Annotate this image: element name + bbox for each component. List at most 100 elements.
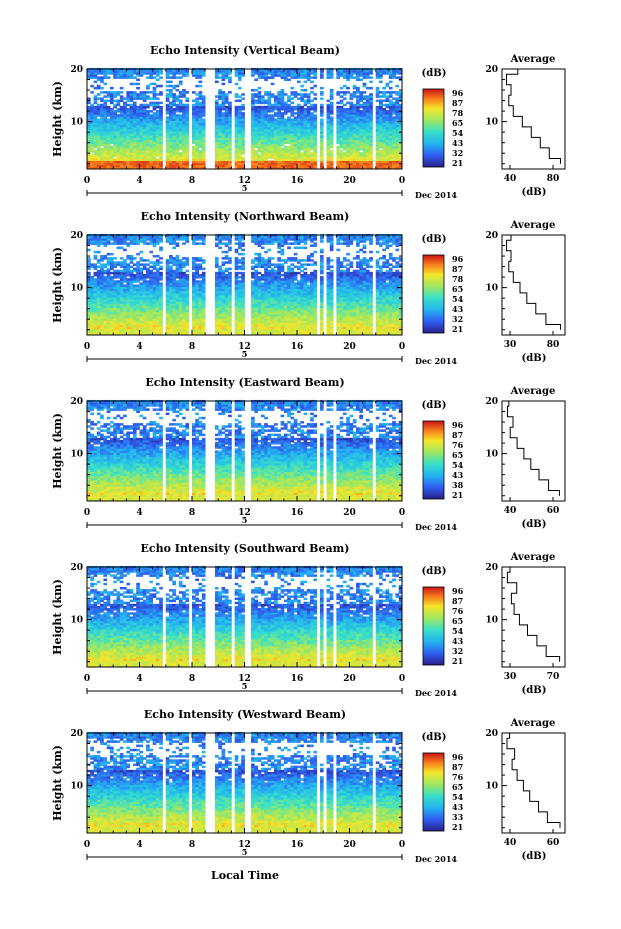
heatmap-cell	[140, 104, 144, 107]
heatmap-cell	[271, 114, 275, 117]
heatmap-cell	[215, 242, 219, 245]
heatmap-cell	[159, 266, 163, 269]
heatmap-cell	[133, 263, 137, 266]
heatmap-cell	[254, 78, 258, 81]
heatmap-cell	[353, 104, 357, 107]
heatmap-cell	[258, 154, 262, 157]
heatmap-cell	[110, 87, 114, 90]
heatmap-cell	[176, 104, 180, 107]
heatmap-cell	[343, 85, 347, 88]
heatmap-cell	[192, 146, 196, 149]
heatmap-cell	[117, 100, 121, 103]
heatmap-cell	[149, 261, 153, 264]
heatmap-cell	[294, 112, 298, 115]
heatmap-cell	[100, 148, 104, 151]
heatmap-cell	[218, 89, 222, 92]
heatmap-cell	[117, 114, 121, 117]
average-profile-line	[507, 69, 561, 164]
heatmap-cell	[254, 100, 258, 103]
heatmap-cell	[185, 274, 189, 277]
heatmap-cell	[350, 102, 354, 105]
heatmap-cell	[185, 91, 189, 94]
heatmap-cell	[94, 95, 98, 98]
heatmap-cell	[107, 257, 111, 260]
heatmap-cell	[110, 91, 114, 94]
heatmap-cell	[287, 95, 291, 98]
heatmap-cell	[169, 81, 173, 84]
heatmap-cell	[146, 104, 150, 107]
heatmap-cell	[159, 247, 163, 250]
heatmap-cell	[379, 95, 383, 98]
heatmap-cell	[320, 87, 324, 90]
heatmap-cell	[359, 104, 363, 107]
heatmap-cell	[172, 247, 176, 250]
panel-2: Echo Intensity (Northward Beam)1020Heigh…	[51, 210, 565, 366]
heatmap-cell	[130, 266, 134, 269]
heatmap-cell	[356, 95, 360, 98]
heatmap-cell	[313, 97, 317, 100]
heatmap-cell	[107, 76, 111, 79]
heatmap-cell	[199, 257, 203, 260]
heatmap-cell	[222, 91, 226, 94]
heatmap-cell	[169, 102, 173, 105]
heatmap-cell	[97, 118, 101, 121]
heatmap-cell	[90, 85, 94, 88]
heatmap-cell	[218, 266, 222, 269]
heatmap-cell	[120, 247, 124, 250]
heatmap-cell	[218, 76, 222, 79]
panel-title: Echo Intensity (Vertical Beam)	[150, 44, 340, 57]
heatmap-cell	[140, 91, 144, 94]
heatmap-cell	[379, 150, 383, 153]
heatmap-cell	[103, 270, 107, 273]
heatmap-cell	[94, 150, 98, 153]
heatmap-cell	[126, 242, 130, 245]
heatmap-cell	[179, 152, 183, 155]
heatmap-cell	[304, 81, 308, 84]
heatmap-cell	[172, 270, 176, 273]
heatmap-cell	[382, 91, 386, 94]
heatmap-cell	[179, 76, 183, 79]
heatmap-cell	[284, 93, 288, 96]
heatmap-cell	[297, 104, 301, 107]
heatmap-cell	[176, 95, 180, 98]
heatmap-cell	[130, 270, 134, 273]
colorbar-tick-label: 96	[452, 88, 464, 98]
x-tick-label: 8	[189, 176, 195, 186]
heatmap-cell	[359, 78, 363, 81]
heatmap-cell	[340, 100, 344, 103]
average-x-label: (dB)	[522, 187, 547, 198]
heatmap-cell	[130, 104, 134, 107]
colorbar-tick-label: 21	[452, 158, 463, 168]
heatmap-cell	[258, 87, 262, 90]
heatmap-cell	[195, 280, 199, 283]
heatmap-cell	[169, 255, 173, 258]
heatmap-cell	[100, 263, 104, 266]
heatmap-cell	[156, 158, 160, 161]
heatmap-cell	[123, 102, 127, 105]
heatmap-cell	[113, 280, 117, 283]
heatmap-cell	[313, 114, 317, 117]
heatmap	[87, 234, 402, 335]
heatmap-cell	[386, 104, 390, 107]
heatmap-cell	[166, 85, 170, 88]
heatmap-cell	[149, 83, 153, 86]
heatmap-cell	[192, 272, 196, 275]
heatmap-cell	[90, 276, 94, 279]
heatmap-cell	[225, 251, 229, 254]
heatmap-cell	[304, 100, 308, 103]
heatmap-cell	[238, 100, 242, 103]
heatmap-cell	[386, 83, 390, 86]
heatmap-cell	[346, 102, 350, 105]
heatmap-cell	[113, 91, 117, 94]
heatmap-cell	[94, 278, 98, 281]
heatmap-cell	[166, 116, 170, 119]
heatmap-cell	[136, 261, 140, 264]
heatmap-cell	[97, 76, 101, 79]
heatmap-cell	[199, 85, 203, 88]
heatmap-cell	[304, 89, 308, 92]
heatmap-cell	[222, 83, 226, 86]
heatmap-cell	[153, 112, 157, 115]
heatmap-cell	[389, 81, 393, 84]
heatmap-cell	[182, 261, 186, 264]
heatmap-cell	[238, 106, 242, 109]
